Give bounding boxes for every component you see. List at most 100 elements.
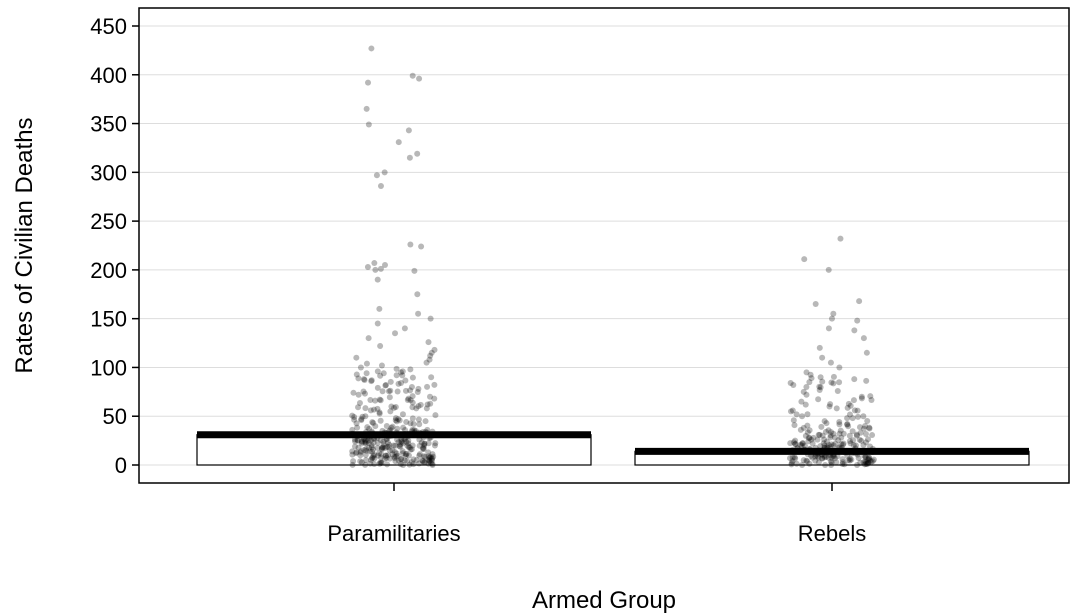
- data-point: [869, 449, 876, 456]
- data-point: [404, 442, 411, 449]
- data-point: [821, 444, 828, 451]
- data-point: [362, 438, 369, 445]
- data-point: [365, 437, 372, 444]
- data-point: [349, 430, 356, 437]
- data-point: [391, 448, 398, 455]
- data-point: [429, 462, 436, 468]
- data-point: [419, 457, 426, 464]
- data-point: [824, 444, 831, 451]
- data-point: [400, 462, 407, 468]
- data-point: [805, 434, 812, 441]
- y-tick-label: 300: [90, 160, 127, 185]
- data-point: [361, 390, 368, 397]
- data-point: [819, 455, 826, 462]
- data-point: [430, 453, 437, 460]
- data-point: [378, 362, 385, 369]
- data-point: [808, 453, 815, 460]
- data-point: [792, 455, 799, 462]
- data-point: [823, 420, 830, 427]
- data-point: [834, 388, 841, 395]
- data-point: [812, 449, 819, 456]
- data-point: [818, 451, 825, 458]
- data-point: [360, 435, 367, 442]
- data-point: [363, 428, 370, 435]
- data-point: [805, 438, 812, 445]
- data-point: [377, 459, 384, 466]
- data-point: [825, 447, 832, 454]
- data-point: [362, 437, 369, 444]
- data-point: [816, 344, 823, 351]
- data-point: [788, 461, 795, 468]
- data-point: [352, 438, 359, 445]
- data-point: [838, 444, 845, 451]
- data-point: [380, 441, 387, 448]
- data-point: [788, 448, 795, 455]
- data-point: [407, 446, 414, 453]
- data-point: [828, 449, 835, 456]
- data-point: [402, 434, 409, 441]
- data-point: [379, 427, 386, 434]
- data-point: [857, 459, 864, 466]
- data-point: [409, 431, 416, 438]
- x-tick-label-rebels: Rebels: [798, 521, 866, 546]
- data-point: [402, 377, 409, 384]
- data-point: [387, 387, 394, 394]
- data-point: [382, 382, 389, 389]
- data-point: [840, 430, 847, 437]
- data-point: [420, 431, 427, 438]
- data-point: [388, 432, 395, 439]
- data-point: [828, 379, 835, 386]
- data-point: [378, 459, 385, 466]
- data-point: [830, 452, 837, 459]
- data-point: [835, 437, 842, 444]
- data-point: [416, 451, 423, 458]
- data-point: [377, 417, 384, 424]
- data-point: [399, 450, 406, 457]
- data-point: [367, 437, 374, 444]
- data-point: [837, 235, 844, 242]
- data-point: [405, 127, 412, 134]
- data-point: [428, 431, 435, 438]
- data-point: [402, 452, 409, 459]
- data-point: [804, 458, 811, 465]
- data-point: [367, 460, 374, 467]
- data-point: [408, 431, 415, 438]
- data-point: [823, 444, 830, 451]
- x-tick-label-paramilitaries: Paramilitaries: [327, 521, 460, 546]
- data-point: [392, 417, 399, 424]
- data-point: [409, 426, 416, 433]
- data-point: [838, 441, 845, 448]
- data-point: [812, 457, 819, 464]
- data-point: [806, 379, 813, 386]
- data-point: [862, 458, 869, 465]
- data-point: [828, 459, 835, 466]
- data-point: [848, 450, 855, 457]
- data-point: [358, 438, 365, 445]
- y-tick-label: 200: [90, 258, 127, 283]
- data-point: [789, 454, 796, 461]
- data-point: [369, 448, 376, 455]
- data-point: [851, 376, 858, 383]
- data-point: [354, 424, 361, 431]
- data-point: [349, 426, 356, 433]
- data-point: [841, 449, 848, 456]
- data-point: [386, 455, 393, 462]
- data-point: [354, 437, 361, 444]
- data-point: [358, 417, 365, 424]
- data-point: [421, 442, 428, 449]
- data-point: [378, 459, 385, 466]
- data-point: [411, 427, 418, 434]
- data-point: [869, 432, 876, 439]
- data-point: [353, 449, 360, 456]
- data-point: [788, 460, 795, 467]
- data-point: [819, 447, 826, 454]
- data-point: [425, 449, 432, 456]
- data-point: [386, 441, 393, 448]
- data-point: [429, 455, 436, 462]
- data-point: [431, 395, 438, 402]
- data-point: [835, 448, 842, 455]
- data-point: [420, 428, 427, 435]
- data-point: [378, 451, 385, 458]
- data-point: [864, 460, 871, 467]
- data-point: [405, 452, 412, 459]
